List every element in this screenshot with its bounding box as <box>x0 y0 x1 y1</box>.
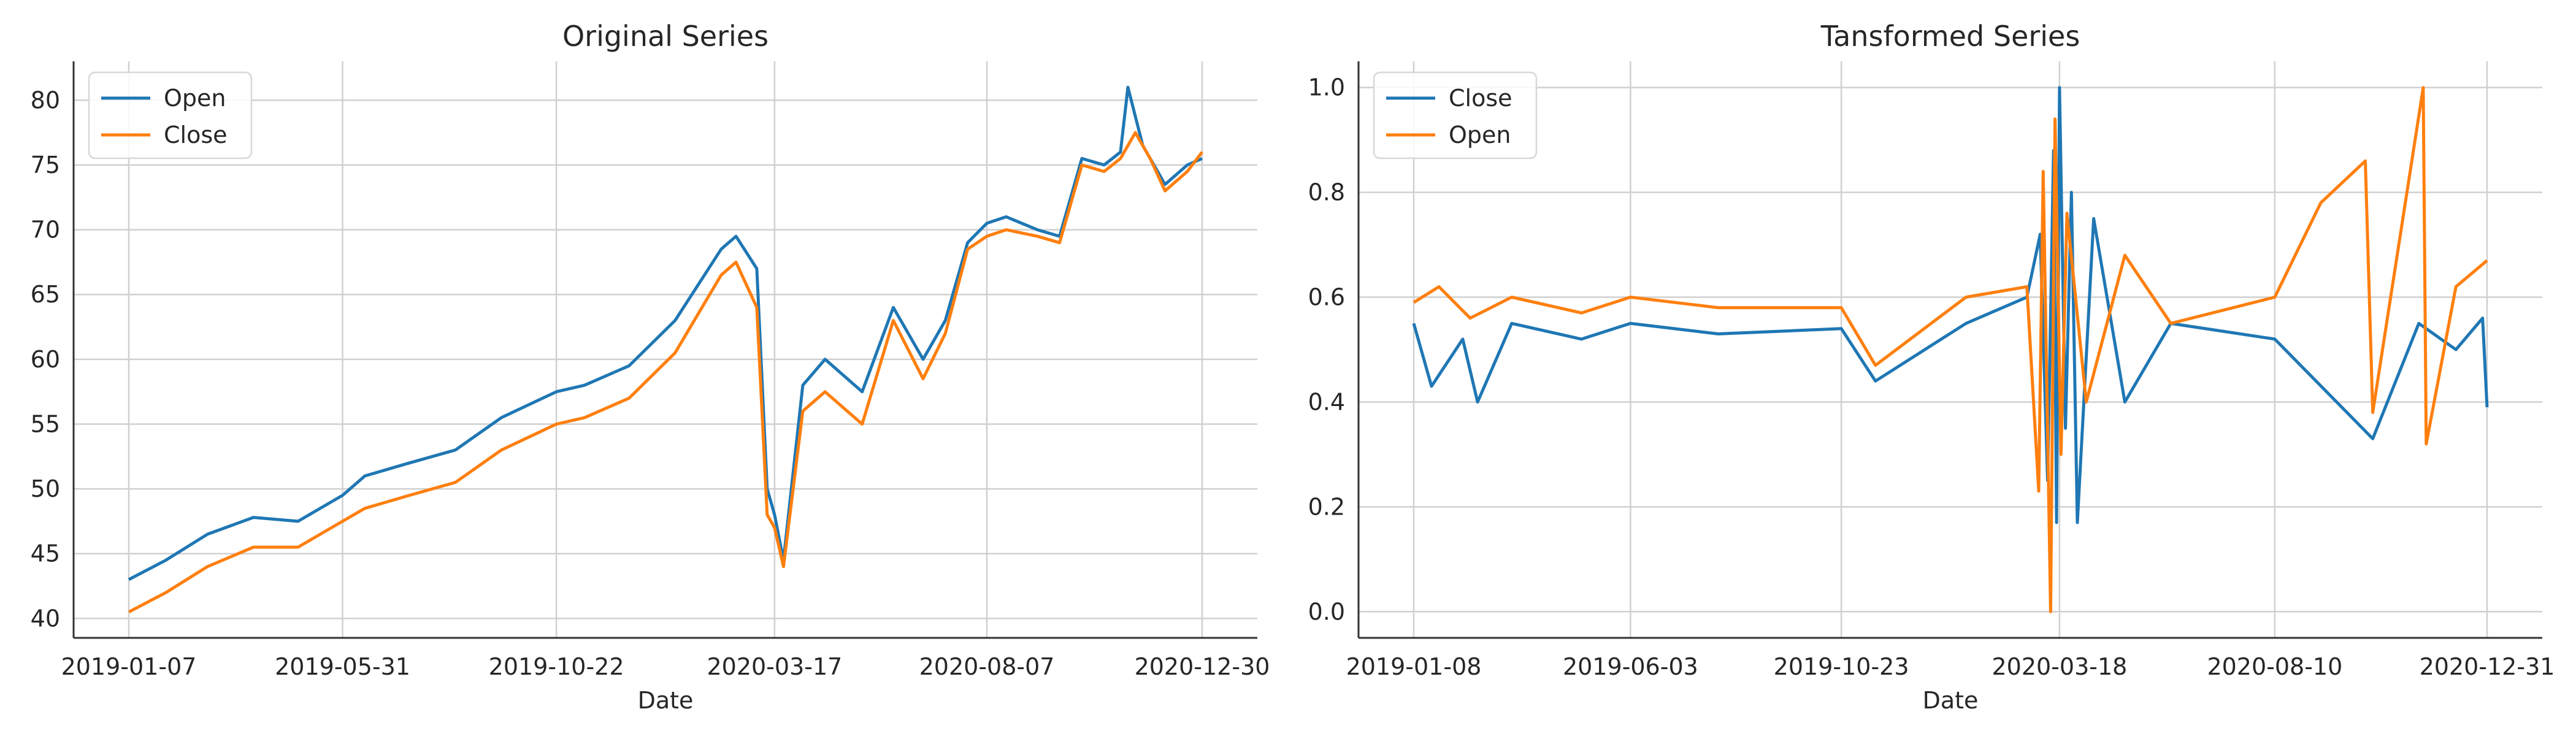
x-tick-label: 2020-08-10 <box>2207 653 2342 680</box>
y-tick-label: 0.2 <box>1308 493 1345 520</box>
x-axis-label: Date <box>638 687 694 714</box>
tick-labels: 2019-01-07 2019-05-31 2019-10-22 2020-03-17… <box>31 86 1270 680</box>
y-tick-label: 65 <box>31 281 60 308</box>
legend-label: Open <box>1449 121 1511 148</box>
y-tick-label: 80 <box>31 86 60 113</box>
legend: Close Open <box>1373 71 1538 159</box>
series-line-open <box>1413 86 2488 613</box>
legend-box <box>1373 71 1538 159</box>
y-tick-label: 45 <box>31 540 60 567</box>
x-tick-label: 2019-01-07 <box>61 653 197 680</box>
x-tick-label: 2019-05-31 <box>275 653 410 680</box>
y-tick-label: 50 <box>31 475 60 502</box>
original-series-panel: 2019-01-07 2019-05-31 2019-10-22 2020-03-17… <box>31 20 1270 714</box>
x-tick-label: 2019-10-23 <box>1774 653 1909 680</box>
y-tick-label: 60 <box>31 346 60 373</box>
y-tick-label: 40 <box>31 605 60 632</box>
series-lines <box>1412 86 2489 613</box>
x-tick-label: 2020-03-18 <box>1991 653 2127 680</box>
y-tick-label: 70 <box>31 217 60 243</box>
y-tick-label: 1.0 <box>1308 74 1345 101</box>
axes <box>72 61 1257 639</box>
y-tick-label: 0.4 <box>1308 388 1345 415</box>
tick-labels: 2019-01-08 2019-06-03 2019-10-23 2020-03-18… <box>1308 74 2555 680</box>
y-tick-label: 0.6 <box>1308 284 1345 311</box>
legend-label: Open <box>164 85 226 112</box>
legend: Open Close <box>88 71 253 159</box>
legend-label: Close <box>1449 85 1512 112</box>
axes <box>1357 61 2542 639</box>
x-tick-label: 2020-03-17 <box>707 653 842 680</box>
x-tick-label: 2019-01-08 <box>1346 653 1482 680</box>
y-tick-label: 0.8 <box>1308 179 1345 206</box>
y-tick-label: 55 <box>31 410 60 437</box>
y-tick-label: 75 <box>31 151 60 178</box>
y-tick-label: 0.0 <box>1308 598 1345 625</box>
x-tick-label: 2019-06-03 <box>1563 653 1698 680</box>
x-tick-label: 2020-12-31 <box>2420 653 2555 680</box>
transformed-series-panel: 2019-01-08 2019-06-03 2019-10-23 2020-03-18… <box>1308 20 2555 714</box>
legend-label: Close <box>164 121 228 148</box>
series-lines <box>128 85 1203 614</box>
legend-box <box>88 71 253 159</box>
chart-title: Tansformed Series <box>1820 20 2080 53</box>
series-line-close <box>128 131 1203 614</box>
x-tick-label: 2019-10-22 <box>489 653 624 680</box>
x-axis-label: Date <box>1923 687 1979 714</box>
chart-title: Original Series <box>562 20 769 53</box>
x-tick-label: 2020-08-07 <box>919 653 1055 680</box>
x-tick-label: 2020-12-30 <box>1135 653 1270 680</box>
